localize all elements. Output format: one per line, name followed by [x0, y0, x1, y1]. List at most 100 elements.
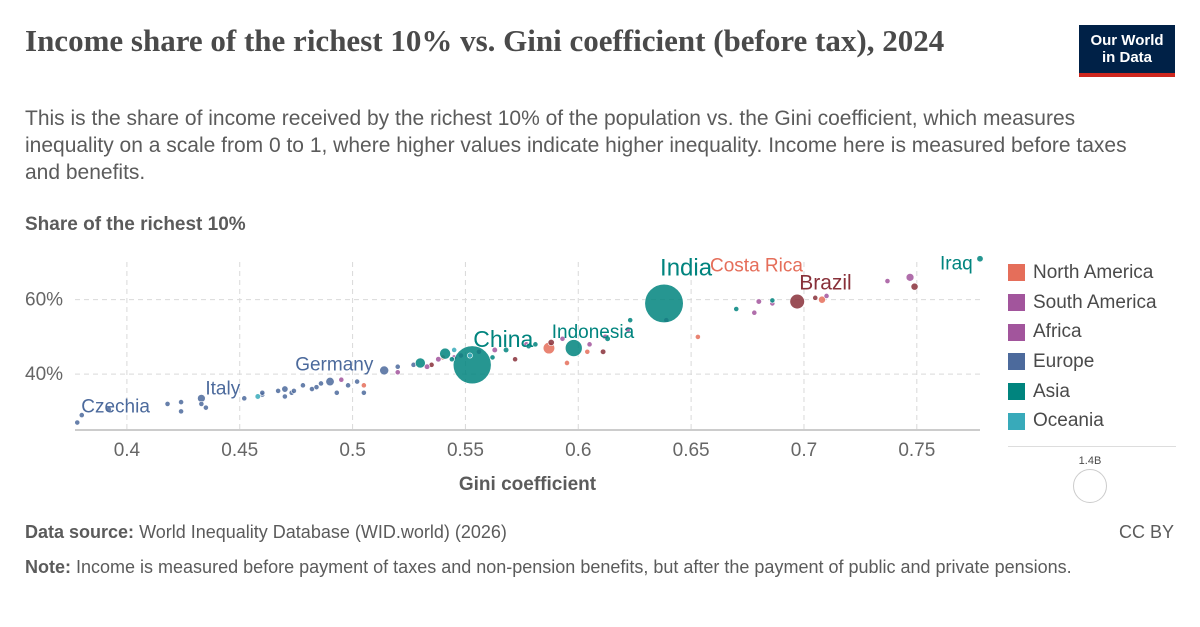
data-point [291, 388, 297, 394]
data-point [281, 393, 288, 400]
x-tick-label: 0.7 [791, 440, 817, 461]
note-text: Income is measured before payment of tax… [76, 557, 1072, 577]
data-point [559, 335, 566, 342]
data-point [259, 389, 266, 396]
y-tick-label: 40% [25, 364, 63, 385]
data-point [254, 393, 261, 400]
data-point [694, 334, 701, 340]
legend-label: South America [1033, 291, 1157, 313]
note-label: Note: [25, 557, 71, 577]
data-point [451, 347, 458, 353]
data-point [564, 360, 570, 366]
x-tick-label: 0.5 [339, 440, 365, 461]
data-point [78, 412, 85, 419]
data-point [325, 377, 335, 387]
data-point [423, 363, 431, 370]
logo-line-1: Our World [1090, 32, 1164, 49]
data-point [338, 376, 345, 383]
data-point [600, 348, 607, 355]
data-point [448, 356, 455, 363]
point-label: Iraq [940, 254, 973, 275]
data-point [360, 389, 367, 396]
legend-item[interactable]: South America [1008, 288, 1157, 318]
x-axis-title: Gini coefficient [459, 474, 597, 495]
legend-item[interactable]: Europe [1008, 347, 1157, 377]
point-label: Germany [295, 354, 374, 375]
data-point [435, 356, 442, 363]
data-point [105, 406, 112, 413]
data-point [789, 293, 805, 310]
data-point [467, 352, 473, 359]
legend-label: Oceania [1033, 410, 1104, 432]
size-legend-circle [1073, 469, 1107, 503]
data-point [300, 382, 306, 389]
data-point [241, 395, 248, 402]
legend-swatch [1008, 294, 1025, 312]
y-axis-title: Share of the richest 10% [25, 214, 246, 235]
size-legend-label: 1.4B [1078, 455, 1102, 467]
data-point [733, 306, 740, 312]
point-label: India [660, 254, 713, 281]
legend-item[interactable]: Asia [1008, 377, 1157, 407]
data-point [394, 369, 401, 376]
data-point [586, 341, 593, 348]
size-legend: 1.4B [1060, 455, 1120, 503]
legend-label: Asia [1033, 380, 1070, 402]
data-point [439, 347, 451, 360]
data-point [604, 335, 611, 342]
data-point [905, 273, 915, 282]
data-point [354, 378, 361, 385]
data-point [502, 346, 510, 354]
x-tick-label: 0.4 [114, 440, 141, 461]
data-point [318, 380, 324, 387]
legend: North America South America Africa Europe As… [1008, 258, 1157, 436]
x-tick-label: 0.75 [898, 440, 935, 461]
data-point [489, 354, 496, 361]
legend-item[interactable]: Oceania [1008, 406, 1157, 436]
data-point [74, 419, 81, 426]
logo-line-2: in Data [1101, 49, 1152, 66]
data-point [202, 404, 209, 411]
chart-title: Income share of the richest 10% vs. Gini… [25, 23, 945, 58]
data-point [281, 385, 289, 393]
data-point [512, 356, 518, 363]
data-point [379, 365, 390, 376]
data-point [976, 255, 984, 263]
data-point [491, 346, 498, 354]
note: Note: Income is measured before payment … [25, 555, 1165, 579]
point-label: China [473, 326, 533, 352]
point-label: Italy [205, 378, 240, 399]
legend-swatch [1008, 323, 1025, 341]
point-label: Czechia [81, 397, 150, 418]
legend-divider [1008, 446, 1176, 447]
x-tick-label: 0.65 [673, 440, 710, 461]
chart-subtitle: This is the share of income received by … [25, 107, 1127, 184]
data-point [414, 357, 426, 369]
data-point [532, 341, 539, 348]
point-label: Costa Rica [710, 256, 803, 277]
data-point [751, 309, 758, 316]
legend-item[interactable]: North America [1008, 258, 1157, 288]
data-point [812, 294, 819, 301]
data-point [625, 326, 631, 333]
data-point [823, 293, 830, 299]
source-text[interactable]: World Inequality Database (WID.world) (2… [139, 522, 507, 542]
x-tick-label: 0.45 [221, 440, 258, 461]
point-label: Brazil [799, 272, 852, 295]
data-point [818, 295, 826, 304]
data-source: Data source: World Inequality Database (… [25, 522, 507, 543]
data-point [394, 363, 401, 370]
x-tick-label: 0.55 [447, 440, 484, 461]
legend-item[interactable]: Africa [1008, 317, 1157, 347]
data-point [452, 345, 492, 385]
data-point [313, 384, 320, 391]
data-point [627, 317, 634, 324]
data-point [198, 401, 205, 407]
license[interactable]: CC BY [1118, 522, 1174, 542]
legend-swatch [1008, 412, 1025, 430]
point-label: Indonesia [552, 322, 635, 343]
legend-swatch [1008, 383, 1025, 401]
owid-logo[interactable]: Our World in Data [1079, 25, 1175, 77]
data-point [564, 339, 583, 357]
data-point [275, 388, 282, 394]
